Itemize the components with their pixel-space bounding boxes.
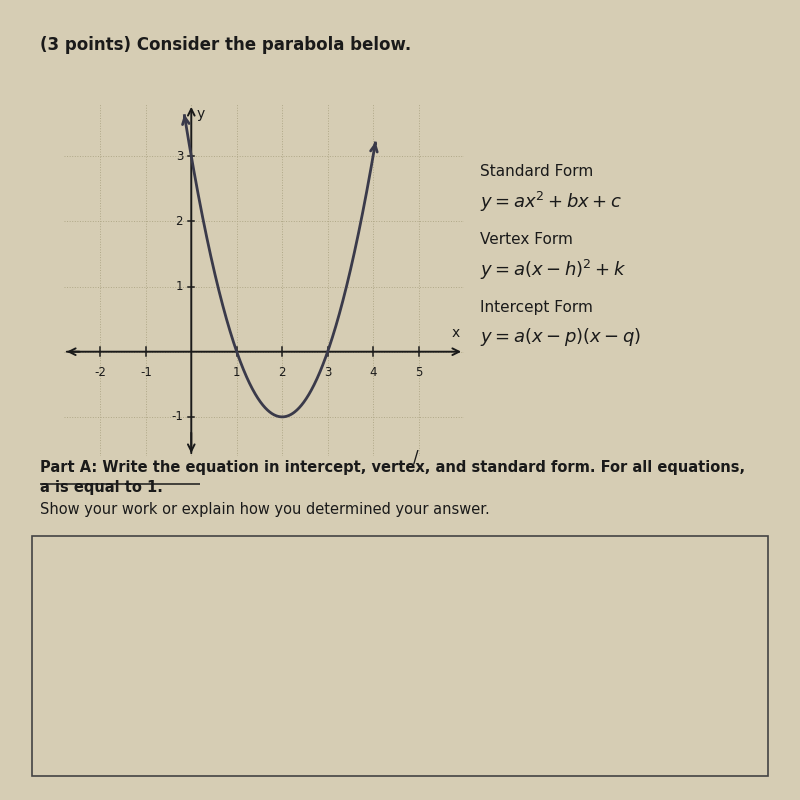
Text: 2: 2 [175,215,183,228]
Text: 1: 1 [175,280,183,293]
Text: Intercept Form: Intercept Form [480,300,593,315]
Text: Show your work or explain how you determined your answer.: Show your work or explain how you determ… [40,502,490,517]
Text: /: / [413,448,419,466]
Text: a is equal to 1.: a is equal to 1. [40,480,163,495]
Text: 5: 5 [415,366,422,379]
Text: -2: -2 [94,366,106,379]
Text: x: x [451,326,459,340]
Text: 1: 1 [233,366,241,379]
Text: Part A: Write the equation in intercept, vertex, and standard form. For all equa: Part A: Write the equation in intercept,… [40,460,745,475]
Text: 4: 4 [370,366,377,379]
Text: Vertex form:: Vertex form: [52,700,143,715]
Text: $y = a(x - p)(x - q)$: $y = a(x - p)(x - q)$ [480,326,641,347]
Text: (3 points) Consider the parabola below.: (3 points) Consider the parabola below. [40,36,411,54]
Text: $y = a(x - h)^2 + k$: $y = a(x - h)^2 + k$ [480,258,626,282]
Text: -1: -1 [140,366,152,379]
Text: 2: 2 [278,366,286,379]
Text: Vertex Form: Vertex Form [480,232,573,247]
Text: Intercept form:: Intercept form: [52,572,162,587]
Text: -1: -1 [171,410,183,423]
Text: Standard Form: Standard Form [480,164,594,179]
Text: 3: 3 [176,150,183,162]
Text: y: y [197,107,205,122]
Text: 3: 3 [324,366,331,379]
Text: $y = ax^2 + bx + c$: $y = ax^2 + bx + c$ [480,190,622,214]
